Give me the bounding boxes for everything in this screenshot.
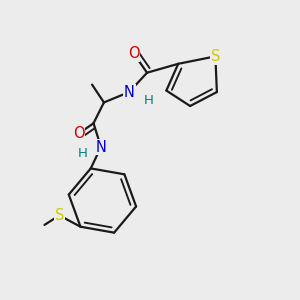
Text: N: N xyxy=(124,85,135,100)
Text: H: H xyxy=(144,94,154,106)
Text: H: H xyxy=(78,147,88,160)
Text: N: N xyxy=(95,140,106,154)
Text: S: S xyxy=(55,208,64,223)
Text: S: S xyxy=(211,49,220,64)
Text: O: O xyxy=(128,46,140,61)
Text: O: O xyxy=(73,126,85,141)
